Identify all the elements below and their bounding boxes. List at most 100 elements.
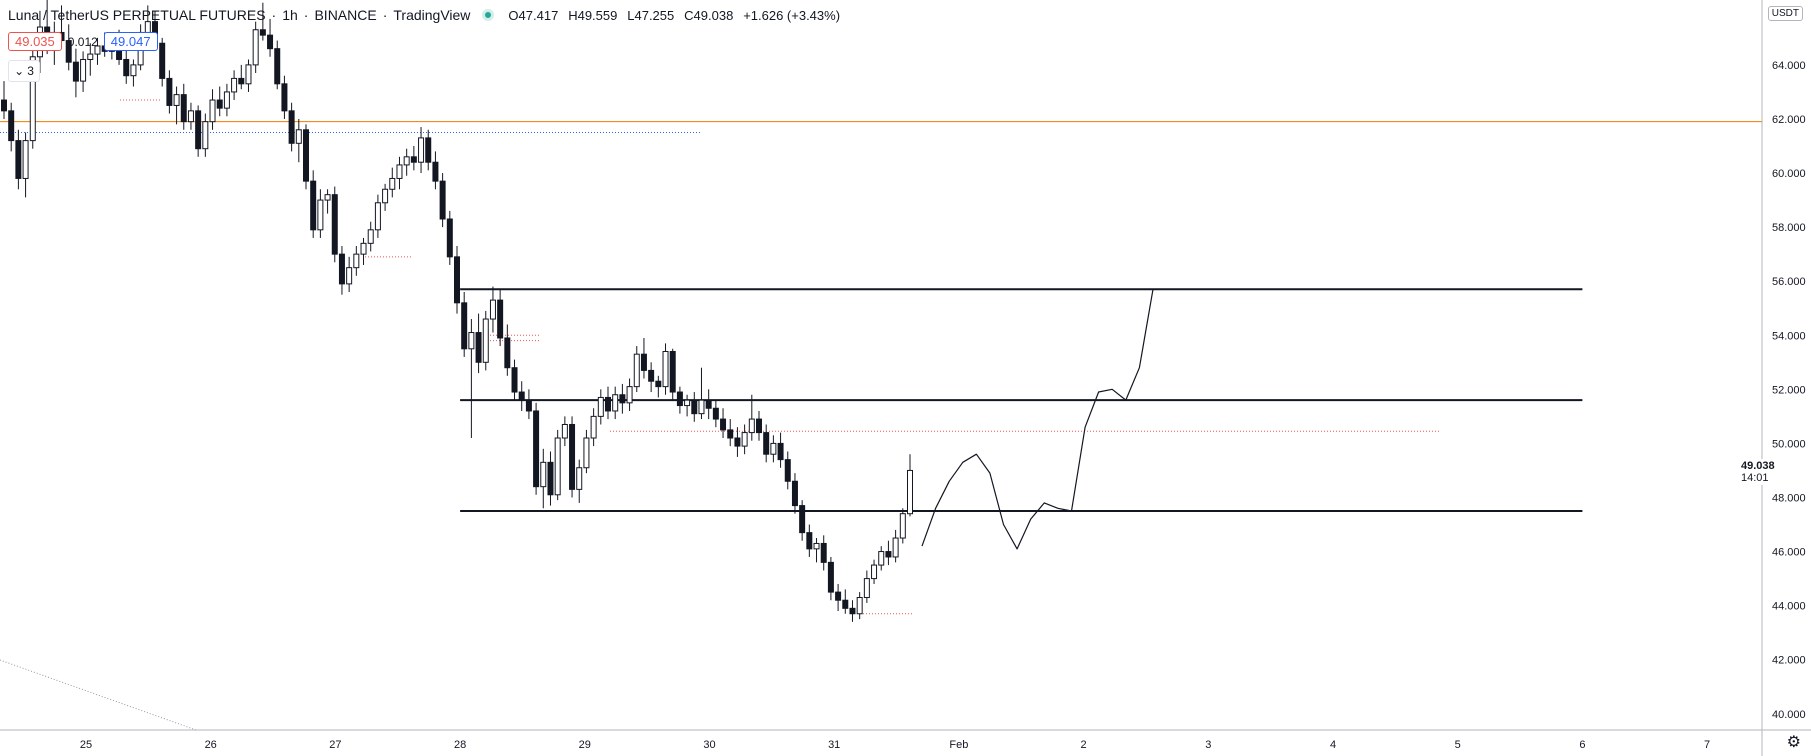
x-tick-label: 30: [703, 739, 715, 751]
candle: [727, 419, 734, 447]
x-tick-label: 2: [1081, 739, 1087, 751]
candle-body: [684, 399, 691, 407]
candle: [489, 286, 496, 333]
candle: [80, 51, 87, 92]
x-tick-label: 25: [80, 739, 92, 751]
candle: [705, 389, 712, 420]
candle: [317, 189, 324, 238]
candle-body: [777, 442, 784, 461]
indicator-count: 3: [27, 64, 34, 78]
candle-body: [389, 177, 396, 190]
x-tick-label: 3: [1205, 739, 1211, 751]
candle-body: [80, 58, 87, 82]
candle-body: [15, 140, 22, 179]
currency-button[interactable]: USDT: [1767, 6, 1803, 21]
candle: [518, 381, 525, 411]
candle: [159, 37, 166, 87]
candle-body: [655, 380, 662, 388]
candle: [525, 389, 532, 420]
buy-button[interactable]: 49.047: [103, 32, 158, 51]
exchange-label: BINANCE: [314, 7, 377, 23]
candle-body: [827, 561, 834, 593]
candle: [712, 400, 719, 428]
candle: [396, 156, 403, 190]
candle: [482, 310, 489, 371]
gear-icon[interactable]: ⚙: [1786, 734, 1801, 751]
candle-body: [698, 399, 705, 415]
candle: [166, 70, 173, 114]
candle: [209, 89, 216, 130]
candle-body: [94, 45, 101, 55]
last-price-value: 49.038: [1741, 460, 1775, 472]
candle-body: [856, 597, 863, 615]
candle-body: [374, 202, 381, 231]
candle: [871, 559, 878, 584]
candle-body: [216, 99, 223, 109]
sell-button[interactable]: 49.035: [8, 32, 62, 51]
trend-line-dotted: [0, 659, 197, 731]
candle-body: [489, 299, 496, 320]
candle: [274, 40, 281, 90]
candle-body: [669, 350, 676, 393]
candle-body: [756, 418, 762, 434]
candle: [835, 584, 842, 612]
candle: [324, 189, 331, 214]
candle-body: [267, 34, 274, 50]
candle: [303, 124, 309, 190]
candle: [863, 570, 870, 603]
candle: [346, 256, 353, 292]
candle-body: [65, 40, 72, 63]
trade-buttons: 49.035 0.012 49.047: [8, 32, 158, 51]
interval-label[interactable]: 1h: [282, 7, 298, 23]
candle: [173, 86, 180, 125]
candle: [223, 83, 230, 117]
candle-body: [907, 469, 913, 515]
candle-body: [22, 140, 29, 179]
separator: ·: [271, 7, 277, 23]
y-tick-label: 50.000: [1772, 438, 1806, 450]
candle: [216, 86, 223, 117]
symbol-title[interactable]: Luna / TetherUS PERPETUAL FUTURES: [8, 7, 266, 23]
candle: [331, 186, 338, 263]
chart-legend: Luna / TetherUS PERPETUAL FUTURES · 1h ·…: [8, 7, 846, 23]
candle-body: [640, 353, 647, 371]
candle-body: [835, 591, 842, 601]
candle-body: [863, 578, 870, 599]
candle: [806, 524, 813, 557]
candle-body: [259, 29, 266, 36]
x-tick-label: 6: [1579, 739, 1585, 751]
separator: ·: [303, 7, 309, 23]
high-label: H: [568, 8, 578, 23]
candle: [561, 416, 568, 447]
candle-body: [626, 386, 633, 404]
indicators-toggle-button[interactable]: ⌄ 3: [8, 60, 40, 82]
candle: [669, 348, 676, 401]
candle: [202, 113, 209, 157]
candle-body: [813, 542, 820, 550]
candle-body: [425, 137, 432, 163]
market-status-icon[interactable]: [482, 9, 495, 21]
candle: [540, 448, 547, 509]
candle-body: [892, 537, 899, 558]
candle-body: [288, 110, 295, 144]
candle: [662, 343, 669, 395]
candle-body: [317, 199, 324, 231]
y-tick-label: 64.000: [1772, 60, 1806, 72]
candle-body: [180, 94, 187, 123]
candle-body: [583, 437, 590, 469]
x-tick-label: 31: [828, 739, 840, 751]
x-tick-label: 5: [1455, 739, 1461, 751]
candle-body: [331, 194, 338, 255]
candle-body: [540, 461, 547, 488]
candle: [439, 173, 446, 228]
candle: [259, 2, 266, 41]
candle-body: [324, 194, 331, 201]
candle-body: [1, 99, 7, 112]
candle: [576, 459, 583, 503]
bar-countdown: 14:01: [1741, 472, 1769, 484]
candle: [605, 386, 611, 420]
candle-body: [281, 83, 288, 112]
candle: [756, 410, 762, 441]
candle-body: [605, 396, 611, 412]
